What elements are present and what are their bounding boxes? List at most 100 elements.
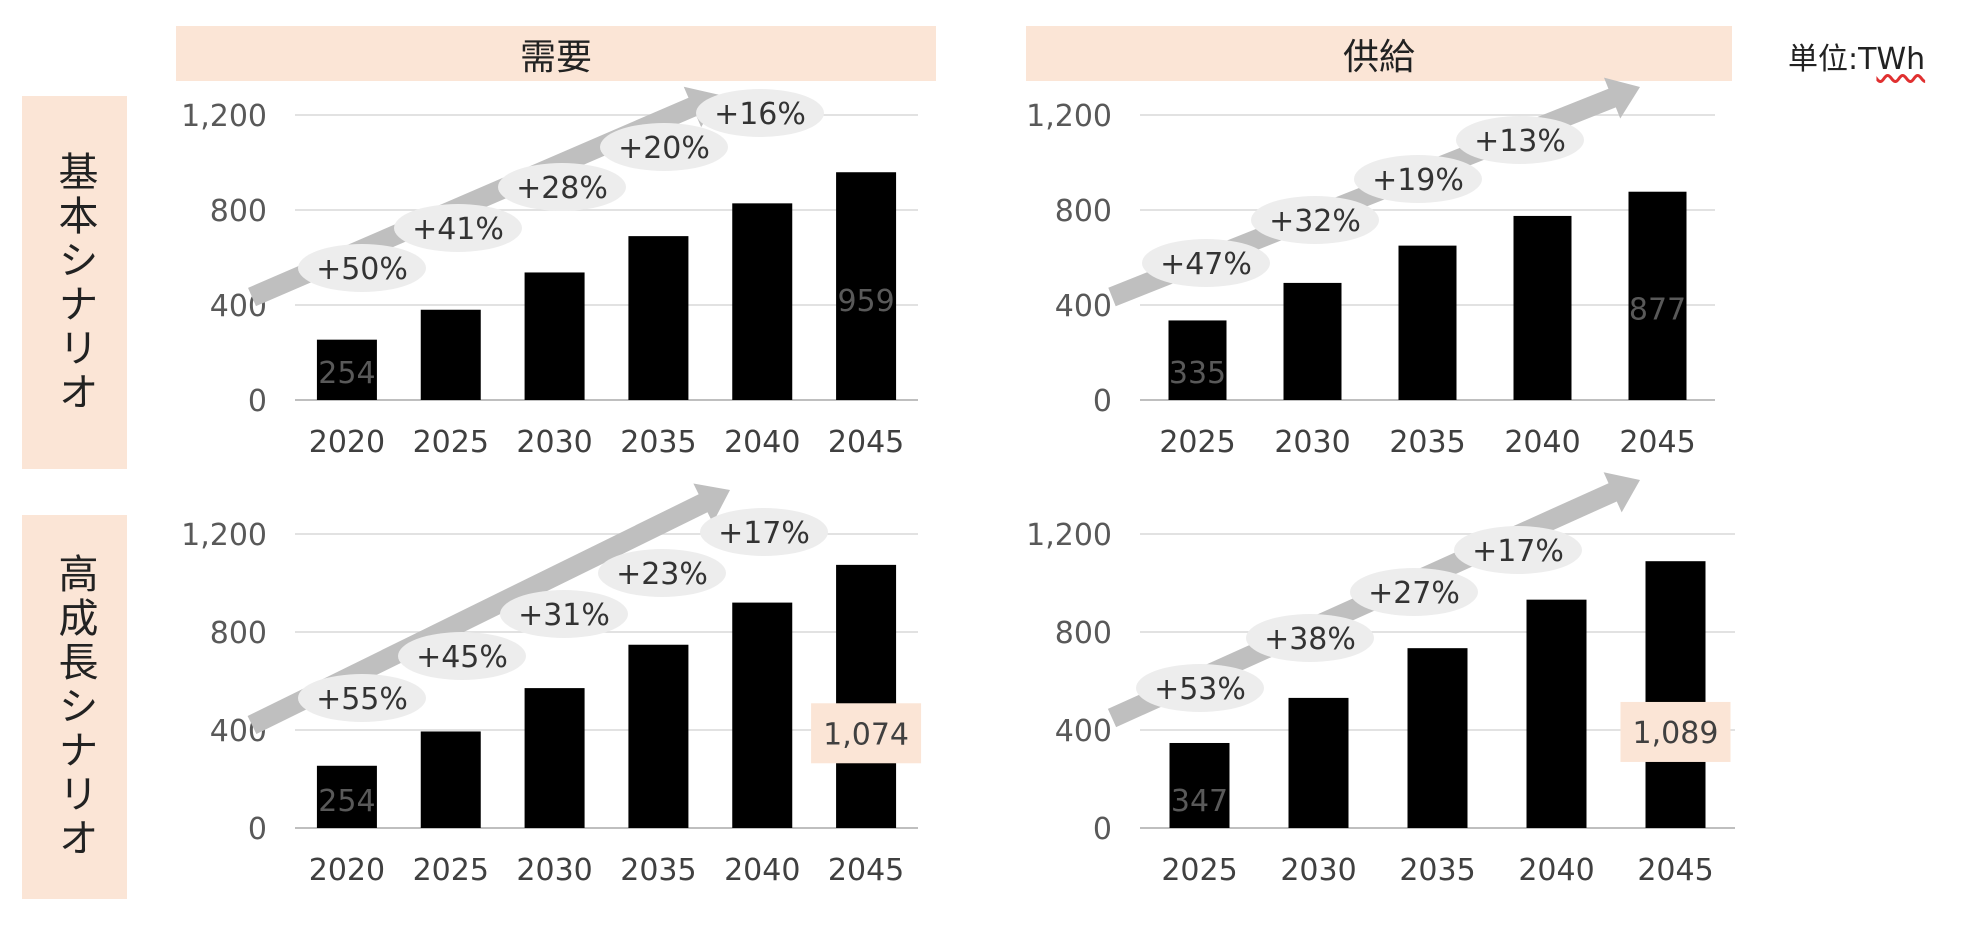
supply-column-header: 供給 [1026, 26, 1732, 81]
growth-label: +45% [416, 640, 508, 675]
x-tick-label: 2030 [1280, 853, 1356, 888]
y-tick-label: 800 [210, 616, 267, 651]
bar-2035 [1407, 648, 1468, 828]
growth-label-bubble [1142, 239, 1270, 287]
x-tick-label: 2040 [724, 853, 800, 888]
growth-label: +28% [516, 171, 608, 206]
growth-label-bubble [298, 244, 426, 292]
x-tick-label: 2035 [1399, 853, 1475, 888]
growth-label-bubble [696, 89, 824, 137]
x-tick-label: 2020 [309, 425, 385, 460]
bar-2025 [1169, 742, 1230, 828]
x-tick-label: 2025 [413, 425, 489, 460]
bar-2040 [732, 203, 793, 400]
bar-2030 [524, 688, 585, 828]
growth-label: +20% [618, 131, 710, 166]
x-tick-label: 2035 [620, 425, 696, 460]
data-label: 959 [837, 284, 894, 319]
growth-label: +38% [1264, 622, 1356, 657]
growth-label: +19% [1372, 163, 1464, 198]
x-tick-label: 2040 [1504, 425, 1580, 460]
x-tick-label: 2025 [1159, 425, 1235, 460]
growth-label-bubble [1354, 155, 1482, 203]
bar-2020 [316, 765, 377, 828]
y-tick-label: 1,200 [1026, 518, 1112, 553]
data-label: 254 [318, 784, 375, 819]
bar-2030 [524, 272, 585, 400]
growth-label: +41% [412, 212, 504, 247]
x-tick-label: 2045 [1637, 853, 1713, 888]
growth-arrow [247, 483, 730, 734]
growth-label: +23% [616, 557, 708, 592]
bar-2040 [1526, 599, 1587, 828]
growth-label-bubble [498, 163, 626, 211]
bar-2035 [628, 644, 689, 828]
chart-high-supply: 0 400 800 1,200 2025 2030 2035 2040 2045 +53% +38%… [1026, 472, 1735, 888]
x-tick-label: 2030 [516, 425, 592, 460]
y-tick-label: 800 [1055, 194, 1112, 229]
growth-label: +32% [1269, 204, 1361, 239]
growth-label-bubble [1456, 116, 1584, 164]
y-tick-label: 800 [210, 194, 267, 229]
x-tick-label: 2020 [309, 853, 385, 888]
growth-label: +13% [1474, 124, 1566, 159]
growth-label-bubble [398, 632, 526, 680]
bar-2025 [1168, 320, 1227, 400]
x-tick-label: 2035 [1389, 425, 1465, 460]
data-label: 877 [1629, 292, 1686, 327]
bar-2045 [836, 564, 897, 828]
bar-2040 [732, 602, 793, 828]
demand-column-header: 需要 [176, 26, 936, 81]
growth-label-bubble [394, 204, 522, 252]
growth-label: +27% [1368, 576, 1460, 611]
bar-2045 [1645, 561, 1706, 828]
data-label: 1,074 [823, 717, 909, 752]
x-tick-label: 2025 [1161, 853, 1237, 888]
growth-label-bubble [1350, 568, 1478, 616]
growth-label: +17% [1472, 534, 1564, 569]
x-tick-label: 2035 [620, 853, 696, 888]
bar-2045 [836, 172, 897, 400]
bar-2025 [420, 309, 481, 400]
growth-label-bubble [500, 590, 628, 638]
growth-label: +17% [718, 516, 810, 551]
y-tick-label: 1,200 [1026, 99, 1112, 134]
bar-2035 [628, 236, 689, 400]
bar-2035 [1398, 245, 1457, 400]
data-label-box [1620, 701, 1731, 762]
chart-base-supply: 0 400 800 1,200 2025 2030 2035 2040 2045 +47% +32%… [1026, 77, 1715, 460]
y-tick-label: 800 [1055, 616, 1112, 651]
y-tick-label: 400 [1055, 289, 1112, 324]
y-tick-label: 1,200 [181, 518, 267, 553]
growth-label-bubble [700, 508, 828, 556]
y-tick-label: 0 [248, 384, 267, 419]
unit-text: 単位:TWh [1788, 42, 1926, 77]
bar-2025 [420, 731, 481, 828]
bar-2030 [1288, 697, 1349, 828]
base-scenario-label: 基本シナリオ [22, 96, 127, 469]
data-label: 347 [1171, 784, 1228, 819]
data-label: 1,089 [1633, 716, 1719, 751]
data-label: 335 [1169, 356, 1226, 391]
growth-label: +55% [316, 682, 408, 717]
growth-label-bubble [1136, 664, 1264, 712]
growth-label-bubble [298, 674, 426, 722]
x-tick-label: 2045 [828, 853, 904, 888]
growth-label: +31% [518, 598, 610, 633]
growth-label-bubble [1246, 614, 1374, 662]
unit-label: 単位:TWh [1788, 34, 1925, 78]
y-tick-label: 0 [1093, 812, 1112, 847]
unit-underline-text: Wh [1876, 42, 1926, 77]
growth-label-bubble [600, 123, 728, 171]
y-tick-label: 0 [1093, 384, 1112, 419]
x-tick-label: 2030 [516, 853, 592, 888]
growth-label: +53% [1154, 672, 1246, 707]
bar-2020 [316, 339, 377, 400]
y-tick-label: 1,200 [181, 99, 267, 134]
growth-label-bubble [598, 549, 726, 597]
x-tick-label: 2045 [828, 425, 904, 460]
x-tick-label: 2040 [1518, 853, 1594, 888]
bar-2045 [1628, 191, 1687, 400]
